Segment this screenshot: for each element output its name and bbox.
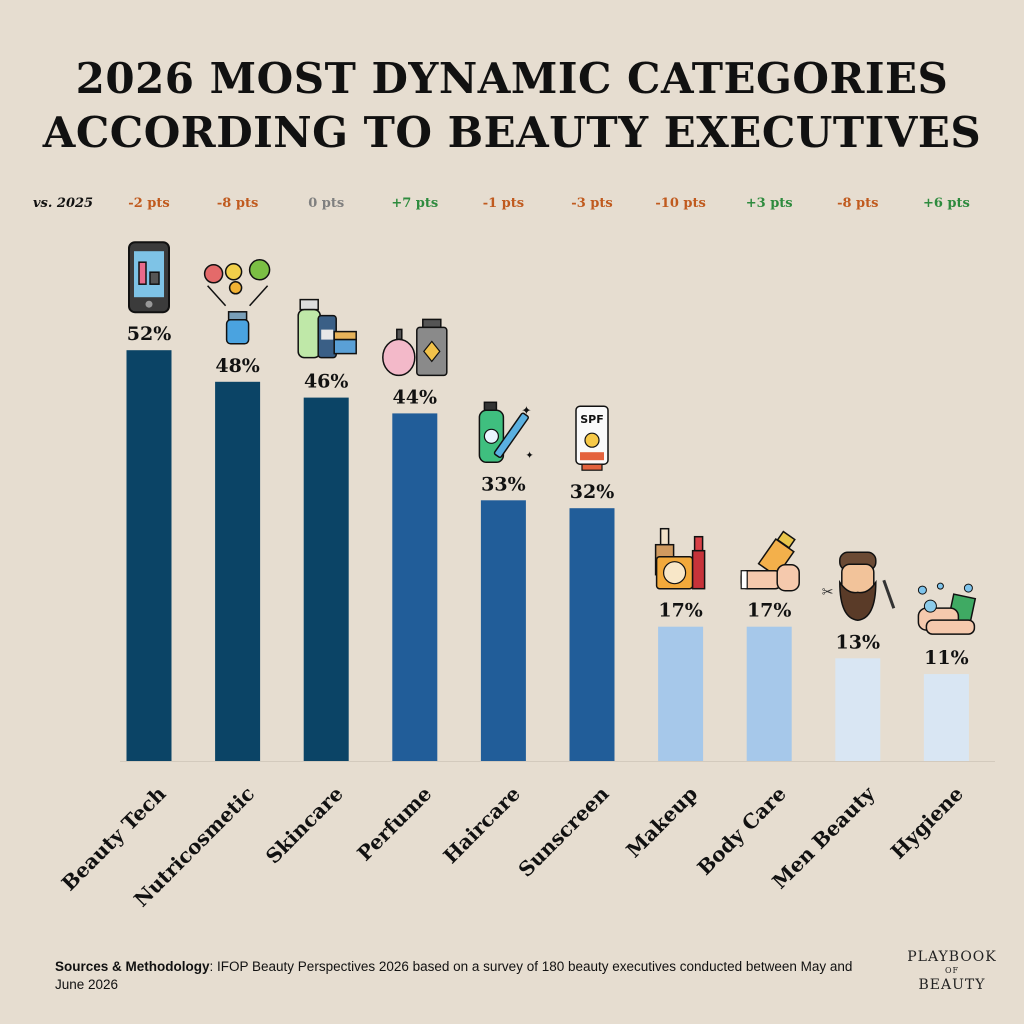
- svg-text:✦: ✦: [521, 403, 531, 417]
- value-label-hygiene: 11%: [924, 647, 969, 669]
- value-label-haircare: 33%: [481, 473, 526, 495]
- svg-text:SPF: SPF: [580, 413, 604, 426]
- value-label-skincare: 46%: [304, 371, 349, 393]
- value-label-body-care: 17%: [747, 600, 792, 622]
- value-label-men-beauty: 13%: [836, 631, 881, 653]
- smartphone-icon: [128, 241, 170, 314]
- sources-text: : IFOP Beauty Perspectives 2026 based on…: [55, 959, 853, 992]
- category-label-body-care: Body Care: [692, 782, 790, 880]
- value-label-perfume: 44%: [393, 386, 438, 408]
- playbook-of-beauty-logo: PLAYBOOK OF BEAUTY: [900, 948, 1004, 994]
- men-beauty-icon: ✂: [822, 551, 896, 622]
- delta-label-makeup: -10 pts: [655, 196, 705, 211]
- delta-label-skincare: 0 pts: [308, 196, 344, 211]
- value-label-makeup: 17%: [658, 600, 703, 622]
- chart-title: 2026 MOST DYNAMIC CATEGORIES ACCORDING T…: [0, 52, 1024, 160]
- delta-label-body-care: +3 pts: [746, 196, 793, 211]
- logo-line-2: OF: [944, 966, 960, 975]
- sources-footnote: Sources & Methodology: IFOP Beauty Persp…: [55, 958, 875, 994]
- category-label-hygiene: Hygiene: [886, 782, 968, 864]
- delta-label-haircare: -1 pts: [483, 196, 524, 211]
- svg-text:✂: ✂: [822, 584, 834, 600]
- perfume-icon: [382, 318, 448, 377]
- delta-label-beauty-tech: -2 pts: [128, 196, 169, 211]
- haircare-icon: ✦✦: [478, 401, 534, 464]
- sunscreen-icon: SPF: [575, 405, 609, 471]
- bar-hygiene: [923, 674, 969, 761]
- delta-label-nutricosmetic: -8 pts: [217, 196, 258, 211]
- value-label-sunscreen: 32%: [570, 481, 615, 503]
- bar-men-beauty: [835, 658, 881, 761]
- makeup-icon: [654, 527, 706, 590]
- title-line-2: ACCORDING TO BEAUTY EXECUTIVES: [42, 108, 982, 157]
- title-line-1: 2026 MOST DYNAMIC CATEGORIES: [75, 54, 949, 103]
- logo-line-3: BEAUTY: [918, 977, 986, 993]
- skincare-icon: [297, 298, 357, 359]
- bar-skincare: [303, 397, 349, 761]
- category-label-perfume: Perfume: [352, 782, 436, 866]
- delta-label-hygiene: +6 pts: [923, 196, 970, 211]
- delta-label-sunscreen: -3 pts: [571, 196, 612, 211]
- bar-perfume: [392, 413, 438, 761]
- bar-beauty-tech: [126, 350, 172, 761]
- category-label-skincare: Skincare: [261, 782, 348, 869]
- sources-label: Sources & Methodology: [55, 959, 210, 974]
- comparison-label: vs. 2025: [33, 196, 93, 211]
- value-label-beauty-tech: 52%: [127, 323, 172, 345]
- bar-makeup: [658, 626, 704, 761]
- bar-sunscreen: [569, 508, 615, 761]
- delta-label-perfume: +7 pts: [391, 196, 438, 211]
- body-care-icon: [740, 530, 800, 592]
- value-label-nutricosmetic: 48%: [215, 355, 260, 377]
- bar-body-care: [746, 626, 792, 761]
- logo-line-1: PLAYBOOK: [907, 949, 997, 965]
- nutricosmetic-icon: [203, 259, 271, 345]
- category-label-makeup: Makeup: [621, 782, 702, 863]
- svg-text:✦: ✦: [525, 450, 533, 461]
- hygiene-icon: [917, 582, 977, 635]
- delta-label-men-beauty: -8 pts: [837, 196, 878, 211]
- category-label-sunscreen: Sunscreen: [513, 781, 613, 881]
- bar-nutricosmetic: [215, 381, 261, 761]
- bar-haircare: [480, 500, 526, 761]
- category-label-haircare: Haircare: [438, 782, 525, 869]
